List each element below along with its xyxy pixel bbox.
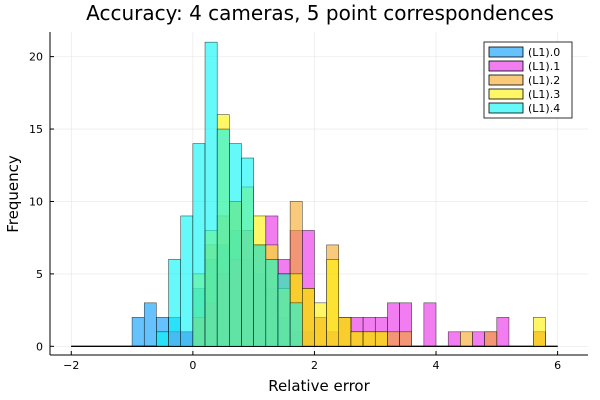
legend-swatch (488, 46, 524, 58)
histogram-bar (229, 143, 242, 347)
histogram-bar (484, 331, 498, 347)
histogram-bar (399, 331, 412, 347)
histogram-bar (241, 157, 254, 347)
histogram-bar (253, 244, 267, 347)
y-tick-label: 0 (36, 340, 43, 353)
histogram-bar (423, 302, 437, 347)
x-tick-label: 2 (311, 359, 318, 372)
y-tick-label: 5 (36, 268, 43, 281)
legend-label: (L1).2 (528, 74, 560, 87)
histogram-bar (533, 317, 546, 347)
legend-swatch (488, 74, 524, 86)
y-tick-labels: 0 5 10 15 20 (29, 51, 54, 353)
series-4-bars (71, 41, 558, 347)
plot-axes (49, 32, 588, 356)
chart-title: Accuracy: 4 cameras, 5 point corresponde… (86, 1, 554, 25)
histogram-bar (216, 128, 230, 347)
legend-label: (L1).1 (528, 60, 560, 73)
legend-swatch (488, 102, 524, 114)
histogram-bar (326, 259, 340, 347)
histogram-bar (387, 331, 400, 347)
x-tick-label: 6 (554, 359, 561, 372)
x-tick-label: 4 (433, 359, 440, 372)
histogram-bar (350, 331, 364, 347)
legend: (L1).0(L1).1(L1).2(L1).3(L1).4 (483, 41, 573, 119)
legend-label: (L1).3 (528, 88, 560, 101)
histogram-bar (314, 302, 327, 347)
y-axis-label: Frequency (4, 155, 22, 233)
legend-label: (L1).0 (528, 46, 560, 59)
histogram-bar (168, 259, 181, 347)
x-tick-label: −2 (63, 359, 79, 372)
histogram-bar (460, 331, 473, 347)
histogram-bar (302, 288, 315, 347)
histogram-bar (362, 331, 376, 347)
histogram-bar (143, 302, 157, 347)
legend-label: (L1).4 (528, 102, 560, 115)
histogram-bar (192, 143, 206, 347)
y-tick-label: 10 (29, 195, 43, 208)
x-tick-label: 0 (189, 359, 196, 372)
histogram-bar (472, 331, 485, 347)
histogram-bar (496, 317, 510, 347)
histogram-bar (277, 273, 291, 347)
legend-swatch (488, 60, 524, 72)
x-tick-labels: −2 0 2 4 6 (63, 351, 561, 372)
histogram-bar (204, 41, 218, 347)
histogram-bar (156, 331, 169, 347)
histogram-bar (180, 215, 194, 347)
histogram-bar (131, 317, 145, 347)
histogram-bar (374, 331, 388, 347)
histogram-bar (289, 302, 303, 347)
x-axis-label: Relative error (268, 377, 370, 395)
y-tick-label: 15 (29, 123, 43, 136)
histogram-bar (265, 259, 279, 347)
histogram-bar (447, 331, 461, 347)
y-tick-label: 20 (29, 51, 43, 64)
histogram-bars (71, 41, 558, 347)
histogram-bar (338, 317, 352, 347)
legend-swatch (488, 88, 524, 100)
